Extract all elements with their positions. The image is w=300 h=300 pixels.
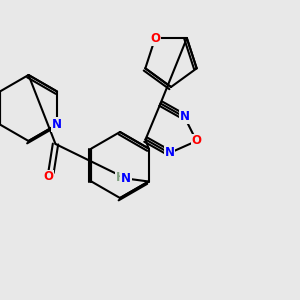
Text: O: O (43, 170, 53, 184)
Text: N: N (179, 110, 190, 124)
Text: O: O (191, 134, 202, 148)
Text: O: O (150, 32, 160, 45)
Text: N: N (164, 146, 175, 160)
Text: N: N (121, 172, 131, 185)
Text: H: H (116, 170, 126, 184)
Text: N: N (52, 118, 62, 131)
